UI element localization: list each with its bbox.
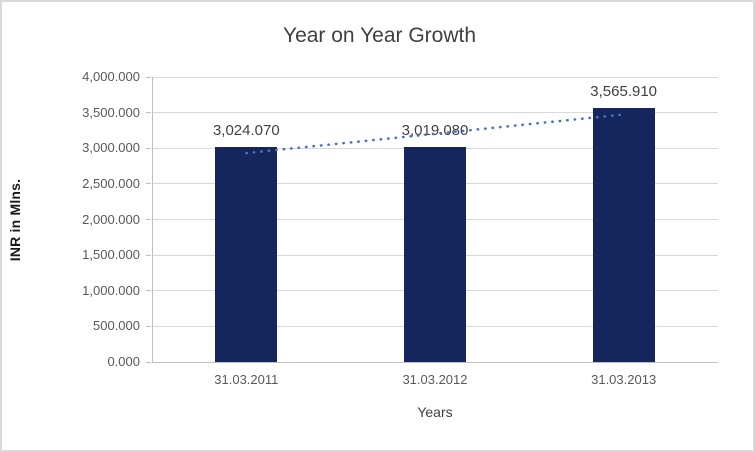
bar [404,146,466,362]
bar [215,146,278,362]
bar [592,107,655,362]
y-tick-label: 2,500.000 [82,175,140,191]
y-tick-label: 0.000 [107,354,140,369]
y-tick-label: 3,000.000 [82,140,140,156]
y-tick-label: 2,000.000 [82,211,140,227]
x-axis-line [152,362,718,363]
y-tick-mark [146,254,151,256]
y-tick-mark [146,219,151,220]
chart-title: Year on Year Growth [282,24,477,47]
x-tick-label: 31.03.2012 [402,372,468,387]
y-tick-mark [146,361,151,363]
x-tick-label: 31.03.2013 [591,372,657,387]
y-tick-mark [146,112,151,114]
y-tick-label: 3,500.000 [82,104,140,120]
y-tick-mark [146,183,151,185]
x-axis-title: Years [417,404,453,420]
y-tick-mark [146,76,151,78]
y-tick-label: 500.000 [93,318,140,334]
gridline [152,76,718,78]
bar-data-label: 3,024.070 [212,121,280,139]
y-tick-label: 1,500.000 [82,247,140,263]
y-tick-mark [146,290,151,292]
y-axis-line [152,77,153,362]
gridline [152,112,718,114]
bar-data-label: 3,565.910 [590,82,658,100]
x-tick-label: 31.03.2011 [214,372,279,387]
y-tick-label: 1,000.000 [82,282,140,298]
bar-data-label: 3,019.080 [401,121,469,139]
y-tick-mark [146,147,151,149]
y-tick-mark [146,325,151,327]
y-tick-label: 4,000.000 [82,69,140,84]
